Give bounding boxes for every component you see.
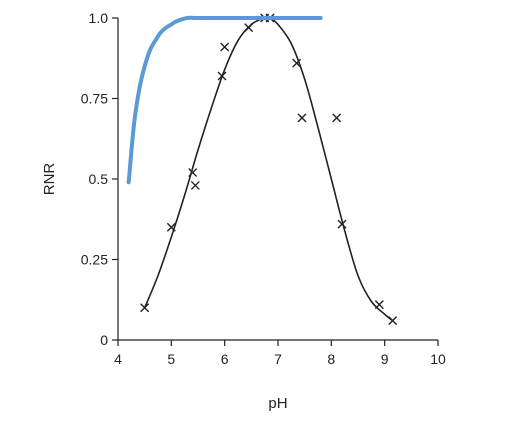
data-point-x-marker bbox=[337, 219, 347, 229]
x-tick-label: 4 bbox=[114, 351, 122, 367]
fitted-curve bbox=[143, 16, 394, 322]
y-tick-label: 0.5 bbox=[89, 171, 109, 187]
x-tick-label: 7 bbox=[274, 351, 282, 367]
x-axis-title: pH bbox=[268, 395, 287, 412]
blue-series-line bbox=[126, 15, 323, 185]
x-tick-label: 5 bbox=[167, 351, 175, 367]
y-tick-label: 0.25 bbox=[81, 252, 108, 268]
x-tick-label: 6 bbox=[221, 351, 229, 367]
data-point-x-marker bbox=[332, 113, 342, 123]
y-tick-label: 1.0 bbox=[89, 10, 109, 26]
x-tick-label: 10 bbox=[430, 351, 446, 367]
data-point-x-marker bbox=[220, 42, 230, 52]
data-point-x-marker bbox=[297, 113, 307, 123]
y-tick-label: 0 bbox=[100, 332, 108, 348]
x-tick-label: 8 bbox=[327, 351, 335, 367]
series-layer bbox=[126, 13, 398, 326]
y-ticks: 0 0.25 0.5 0.75 1.0 bbox=[81, 10, 118, 348]
x-tick-label: 9 bbox=[381, 351, 389, 367]
data-point-x-marker bbox=[292, 58, 302, 68]
x-ticks: 4 5 6 7 8 9 10 bbox=[114, 340, 446, 367]
data-point-x-marker bbox=[190, 180, 200, 190]
axes bbox=[117, 18, 438, 341]
y-axis-title: RNR bbox=[41, 163, 58, 196]
y-tick-label: 0.75 bbox=[81, 91, 108, 107]
